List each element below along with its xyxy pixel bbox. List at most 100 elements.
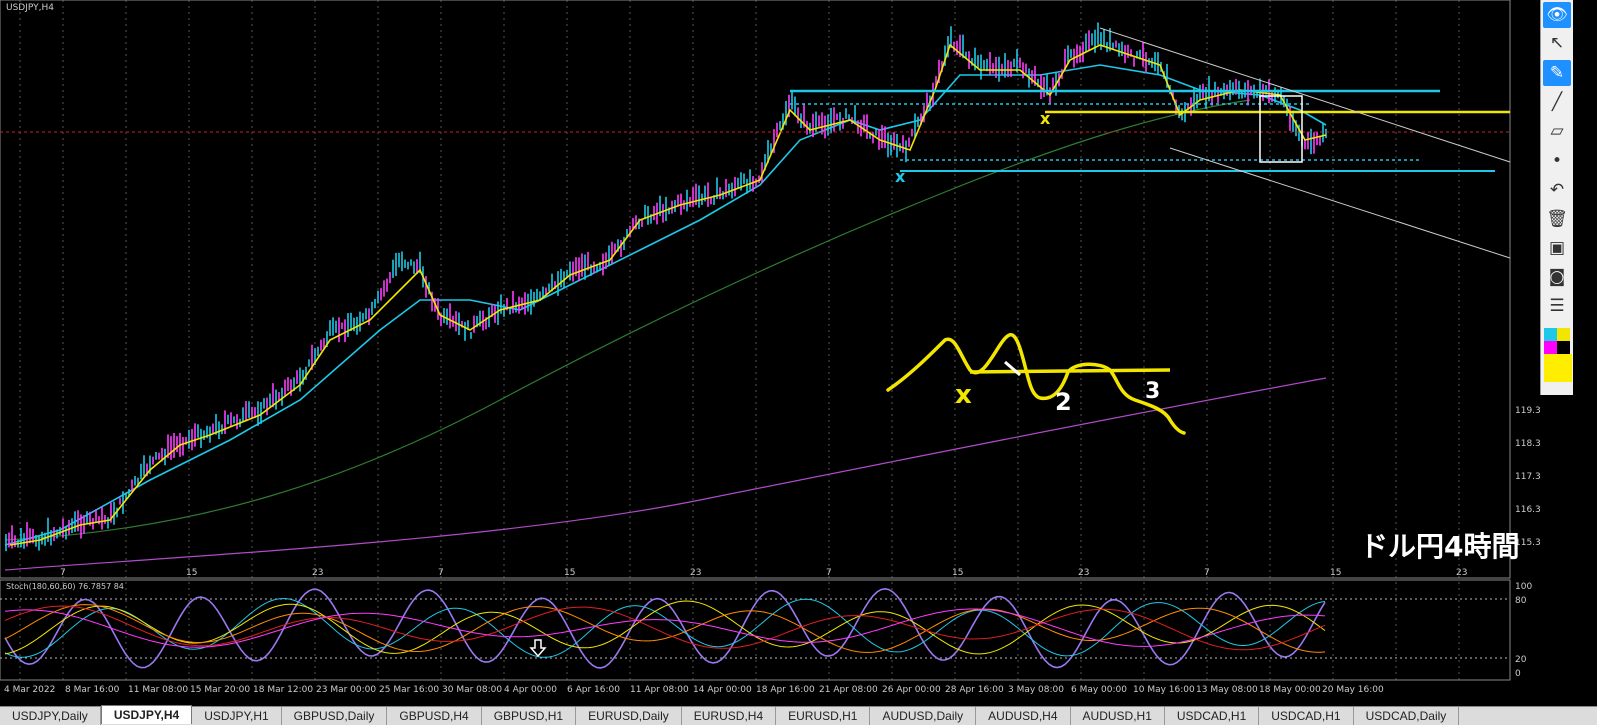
date-tick-bottom: 3 May 08:00	[1008, 685, 1064, 695]
stoch-tick-label: 20	[1515, 655, 1527, 665]
stoch-line	[4, 608, 1326, 648]
chart-tab[interactable]: USDJPY,Daily	[0, 707, 101, 725]
chart-tab[interactable]: EURUSD,Daily	[576, 707, 682, 725]
eraser-icon[interactable]: ✎	[1543, 60, 1571, 86]
date-axis-bottom: 4 Mar 2022 8 Mar 16:00 11 Mar 08:00 15 Mar …	[4, 685, 1384, 695]
cursor-icon[interactable]: ↖	[1549, 33, 1565, 53]
purple-ma-line	[4, 377, 1327, 571]
date-tick-bottom: 11 Mar 08:00	[128, 685, 188, 695]
date-tick-bottom: 18 Mar 12:00	[253, 685, 313, 695]
stoch-line	[4, 605, 1326, 651]
chart-tab[interactable]: USDJPY,H1	[192, 707, 282, 725]
screenshot-icon[interactable]: ◙	[1548, 267, 1566, 287]
date-tick-bottom: 4 Mar 2022	[4, 685, 55, 695]
chart-tab[interactable]: USDCAD,H1	[1259, 707, 1354, 725]
date-tick-bottom: 18 May 00:00	[1259, 685, 1321, 695]
dot-icon[interactable]: •	[1551, 151, 1563, 171]
handdrawn-number-2: 2	[1055, 388, 1072, 416]
yellow-swatch[interactable]	[1544, 354, 1572, 382]
date-tick-bottom: 20 May 16:00	[1322, 685, 1384, 695]
right-scroll-strip	[1573, 0, 1597, 724]
price-tick-label: 118.330	[1515, 439, 1540, 449]
color-palette[interactable]	[1544, 328, 1572, 382]
stoch-tick-label: 0	[1515, 669, 1521, 679]
chart-tab[interactable]: GBPUSD,H4	[387, 707, 482, 725]
cyan-swatch[interactable]	[1544, 328, 1557, 341]
stoch-axis: 100 80 20 0	[1515, 582, 1532, 679]
black-swatch[interactable]	[1557, 341, 1570, 354]
green-ma-line	[4, 99, 1251, 541]
chart-tab[interactable]: EURUSD,H4	[682, 707, 777, 725]
date-tick-bottom: 6 May 00:00	[1071, 685, 1127, 695]
arrow-up-icon	[529, 639, 547, 658]
chart-caption: ドル円4時間	[1360, 530, 1520, 563]
yellow-x-marker: x	[1040, 109, 1051, 128]
handdrawn-tick	[1004, 360, 1021, 377]
chart-tab[interactable]: USDCAD,H1	[1165, 707, 1260, 725]
camera-icon[interactable]: ▣	[1548, 238, 1566, 258]
candlesticks	[5, 22, 1327, 552]
stoch-line	[4, 587, 1326, 669]
price-axis: 119.350 118.330 117.340 116.320 115.330	[1515, 406, 1540, 548]
stoch-line	[4, 604, 1326, 653]
date-tick-bottom: 28 Apr 16:00	[945, 685, 1004, 695]
cyan-ma-line	[4, 64, 1327, 546]
price-tick-label: 115.330	[1515, 538, 1540, 548]
drawing-toolbar: 👁 ↖ ✎ ╱ ▱ • ↶ 🗑 ▣ ◙ ☰	[1540, 0, 1573, 395]
trash-icon[interactable]: 🗑	[1546, 209, 1568, 229]
handdrawn-pattern	[886, 333, 1186, 435]
main-pane-border	[0, 0, 1511, 579]
stoch-label: Stoch(180,60,60) 76.7857 84	[6, 582, 124, 591]
range-box[interactable]	[1259, 95, 1303, 163]
date-tick-top: 7	[826, 568, 832, 578]
yellow-swatch-small[interactable]	[1557, 328, 1570, 341]
date-tick-top: 15	[564, 568, 575, 578]
stoch-lines	[4, 587, 1326, 669]
date-tick-top: 7	[1204, 568, 1210, 578]
chart-tab[interactable]: AUDUSD,Daily	[870, 707, 977, 725]
date-tick-bottom: 30 Mar 08:00	[442, 685, 502, 695]
chart-tab[interactable]: GBPUSD,H1	[482, 707, 577, 725]
stoch-line	[4, 597, 1326, 658]
date-tick-top: 7	[60, 568, 66, 578]
chart-tab[interactable]: GBPUSD,Daily	[282, 707, 388, 725]
date-tick-top: 15	[952, 568, 963, 578]
date-tick-top: 15	[1330, 568, 1341, 578]
ruler-icon[interactable]: ▱	[1550, 121, 1564, 141]
date-tick-bottom: 10 May 16:00	[1133, 685, 1195, 695]
date-tick-bottom: 21 Apr 08:00	[819, 685, 878, 695]
magenta-swatch[interactable]	[1544, 341, 1557, 354]
price-tick-label: 117.340	[1515, 472, 1540, 482]
line-icon[interactable]: ╱	[1551, 92, 1563, 112]
chart-tabs: USDJPY,Daily USDJPY,H4 USDJPY,H1 GBPUSD,Dai…	[0, 705, 1597, 725]
undo-icon[interactable]: ↶	[1549, 180, 1565, 200]
date-tick-bottom: 23 Mar 00:00	[316, 685, 376, 695]
chart-symbol-label: USDJPY,H4	[6, 3, 54, 13]
date-tick-bottom: 25 Mar 16:00	[379, 685, 439, 695]
chart-tab[interactable]: AUDUSD,H1	[1071, 707, 1165, 725]
date-tick-bottom: 14 Apr 00:00	[693, 685, 752, 695]
list-icon[interactable]: ☰	[1549, 296, 1565, 316]
price-chart[interactable]: x x x 2 3 USDJPY,H4 119.350 118.330 117.34…	[0, 0, 1540, 724]
stoch-tick-label: 80	[1515, 596, 1527, 606]
date-tick-bottom: 13 May 08:00	[1196, 685, 1258, 695]
price-tick-label: 116.320	[1515, 505, 1540, 515]
chart-tab[interactable]: AUDUSD,H4	[976, 707, 1071, 725]
channel-lower-line[interactable]	[1169, 147, 1511, 259]
chart-tab[interactable]: USDJPY,H4	[100, 705, 193, 724]
date-tick-top: 15	[186, 568, 197, 578]
channel-upper-line[interactable]	[1099, 27, 1511, 163]
date-tick-bottom: 11 Apr 08:00	[630, 685, 689, 695]
stoch-pane-border	[0, 579, 1511, 681]
chart-tab[interactable]: USDCAD,Daily	[1354, 707, 1460, 725]
date-tick-top: 23	[1456, 568, 1467, 578]
chart-tab[interactable]: EURUSD,H1	[776, 707, 871, 725]
date-tick-top: 23	[690, 568, 701, 578]
date-tick-bottom: 15 Mar 20:00	[190, 685, 250, 695]
date-tick-bottom: 26 Apr 00:00	[882, 685, 941, 695]
handdrawn-number-3: 3	[1145, 379, 1160, 404]
eye-icon[interactable]: 👁	[1543, 2, 1571, 28]
price-tick-label: 119.350	[1515, 406, 1540, 416]
date-tick-top: 23	[312, 568, 323, 578]
yellow-ma-line	[9, 43, 1327, 546]
